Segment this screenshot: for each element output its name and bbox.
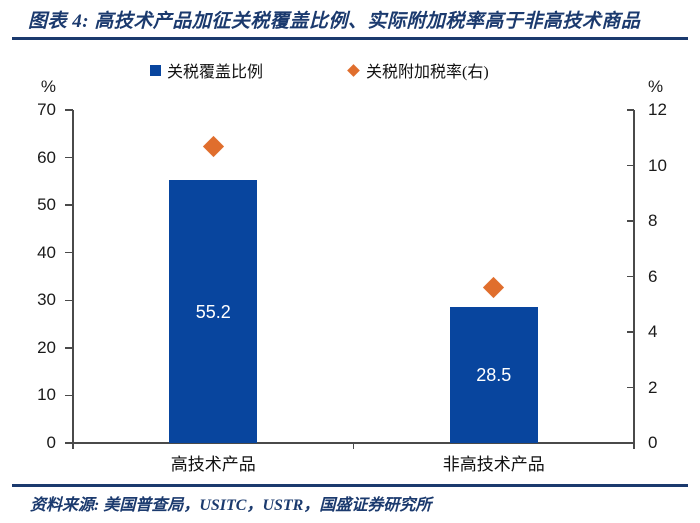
source-note: 资料来源: 美国普查局，USITC，USTR，国盛证券研究所 [30,497,432,514]
left-axis-tick-label: 0 [46,433,56,452]
coverage-bar [169,180,258,443]
left-axis-line [72,110,74,449]
legend-item-rate: 关税附加税率(右) [347,58,489,82]
right-axis-tick [627,331,634,333]
left-axis-tick-label: 30 [37,290,56,310]
right-axis-tick-label: 2 [648,377,658,397]
right-axis-tick [627,386,634,389]
left-axis-tick [65,156,73,159]
right-axis-line [633,110,635,449]
left-axis-tick [65,251,73,254]
left-axis-tick [65,442,73,444]
bar-value-label: 55.2 [195,301,231,322]
right-axis-tick-label: 12 [648,100,667,119]
left-axis-tick-label: 20 [37,337,56,357]
left-axis-unit-label: % [40,77,56,96]
footer-divider [12,484,688,487]
figure-title: 图表 4: 高技术产品加征关税覆盖比例、实际附加税率高于非高技术商品 [28,11,641,32]
right-axis-tick [627,164,634,167]
right-axis-tick [627,109,634,111]
rate-diamond-marker [202,135,224,157]
right-axis-unit-label: % [648,77,664,96]
legend-label-rate: 关税附加税率(右) [366,64,489,81]
chart-legend: 关税覆盖比例 关税附加税率(右) [150,58,489,82]
right-axis-tick-label: 6 [648,266,658,286]
left-axis-tick [65,204,73,206]
x-axis-tick [633,443,635,449]
left-axis-tick-label: 60 [37,147,56,167]
left-axis-tick-label: 40 [37,242,56,262]
left-axis-tick [65,109,73,111]
left-axis-tick [65,299,73,302]
rate-diamond-marker [483,276,505,299]
right-axis-tick-label: 10 [648,155,667,175]
right-axis-tick-label: 4 [648,322,658,341]
right-axis-tick [627,220,634,222]
left-axis-tick-label: 10 [37,385,56,405]
left-axis-tick-label: 50 [37,195,56,215]
right-axis-tick [627,275,634,278]
coverage-bar [449,307,538,443]
title-divider [12,37,688,40]
x-axis-tick [352,443,355,449]
x-axis-line [73,442,635,444]
right-axis-tick [627,442,634,444]
left-axis-tick-label: 70 [37,100,56,119]
bar-value-label: 28.5 [476,365,512,386]
right-axis-tick-label: 0 [648,433,658,452]
right-axis-tick-label: 8 [648,211,658,230]
left-axis-tick [65,394,73,397]
x-axis-tick [72,443,74,449]
legend-label-coverage: 关税覆盖比例 [167,64,264,81]
category-label: 高技术产品 [170,455,256,474]
left-axis-tick [65,347,73,349]
legend-square-marker-icon [150,64,161,76]
legend-item-coverage: 关税覆盖比例 [150,58,263,82]
category-label: 非高技术产品 [442,455,545,474]
